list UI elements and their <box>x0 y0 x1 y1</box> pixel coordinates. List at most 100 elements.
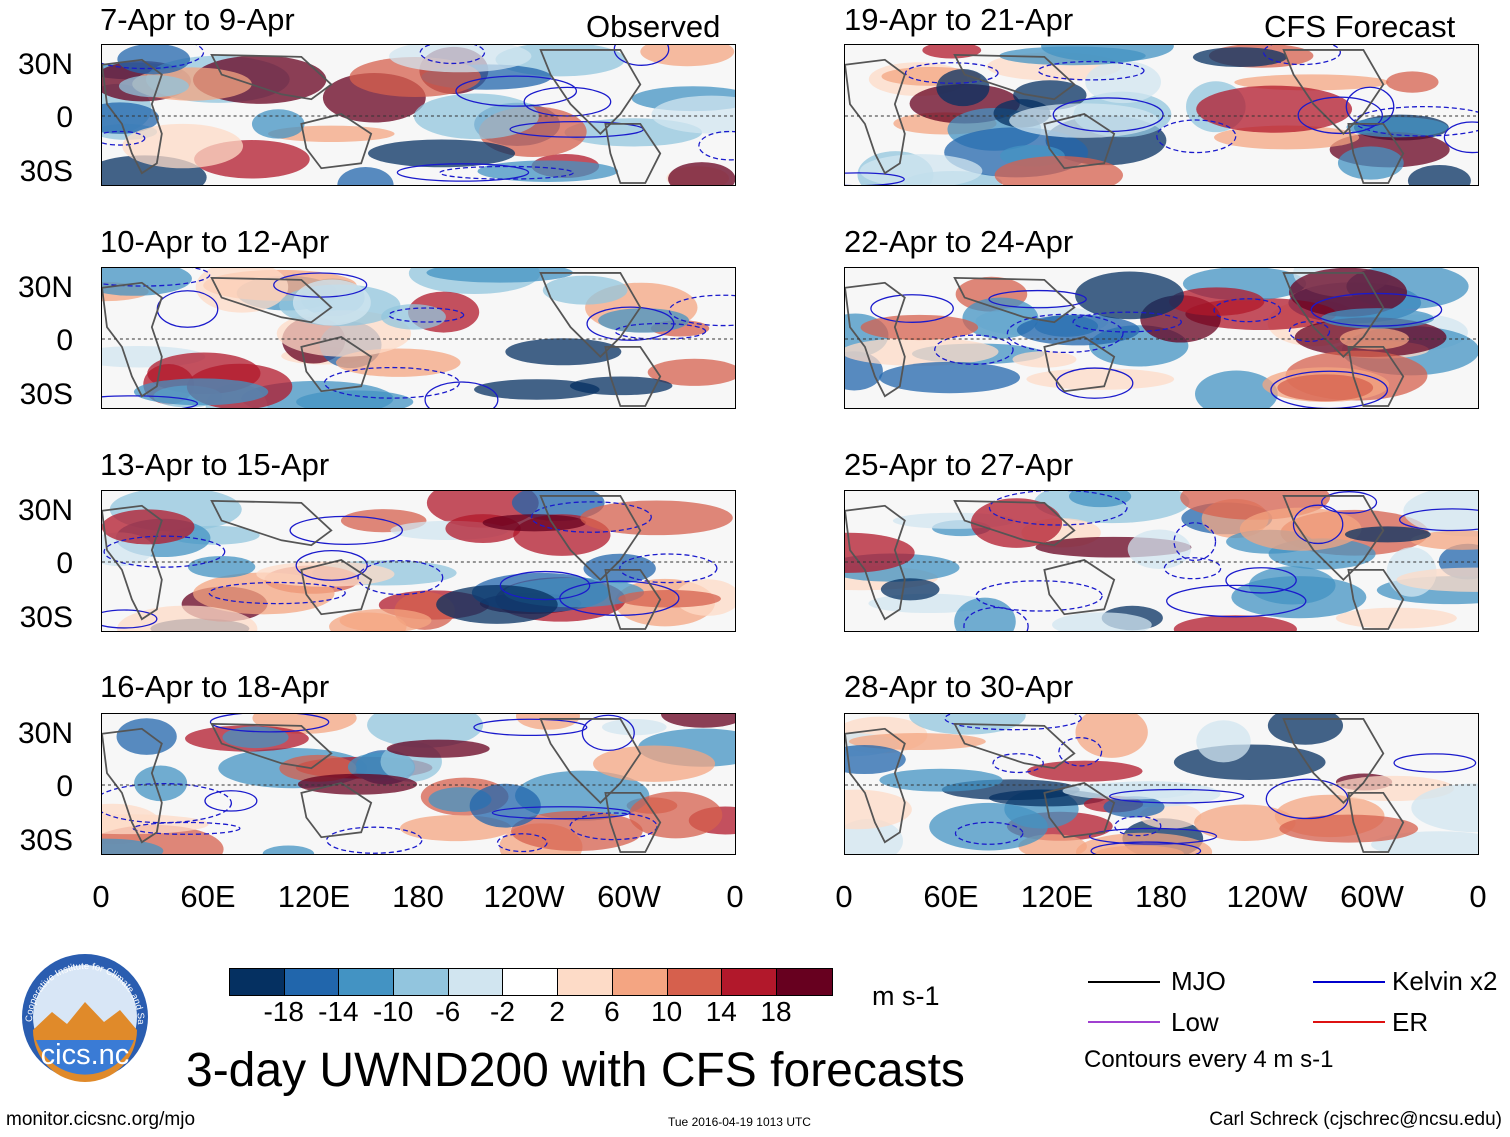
contour-line <box>209 714 330 733</box>
contour-line <box>1270 370 1389 408</box>
coastline <box>1347 345 1405 407</box>
contour-line <box>1292 504 1344 545</box>
colorbar-tick-label: 18 <box>760 996 792 1027</box>
anomaly-patch <box>1279 814 1419 843</box>
panel-title-obs-4: 16-Apr to 18-Apr <box>100 669 330 704</box>
anomaly-patch <box>602 719 667 736</box>
anomaly-patch <box>879 768 1003 792</box>
contour-line <box>581 714 635 752</box>
anomaly-patch <box>389 45 532 73</box>
anomaly-patch <box>880 578 940 601</box>
map-obs-2 <box>101 267 736 409</box>
footer-credit: Carl Schreck (cjschrec@ncsu.edu) <box>1209 1109 1502 1130</box>
lon-label-180: 180 <box>392 879 444 914</box>
anomaly-patch <box>339 608 432 631</box>
coastline <box>604 345 662 407</box>
coastline <box>1347 122 1405 184</box>
lon-label-0: 0 <box>1469 879 1487 914</box>
lat-label-30s: 30S <box>19 378 73 411</box>
colorbar-tick-label: 2 <box>549 996 565 1027</box>
anomaly-patch <box>1168 287 1265 316</box>
anomaly-patch <box>386 739 490 758</box>
anomaly-patch <box>1127 529 1191 569</box>
anomaly-patch <box>102 268 192 296</box>
contour-line <box>419 45 486 65</box>
contour-line <box>559 580 680 616</box>
anomaly-patch <box>845 745 906 775</box>
anomaly-patch <box>848 733 986 750</box>
anomaly-patch <box>936 69 990 107</box>
lon-label-0: 0 <box>835 879 853 914</box>
anomaly-patch <box>661 714 735 728</box>
map-field <box>102 268 735 408</box>
anomaly-patch <box>133 378 269 406</box>
anomaly-patch <box>516 714 580 730</box>
map-field <box>845 714 1478 854</box>
panel-title-obs-3: 13-Apr to 15-Apr <box>100 447 330 482</box>
lon-label-0: 0 <box>726 879 744 914</box>
contour-line <box>1163 557 1222 580</box>
anomaly-patch <box>1344 526 1431 543</box>
contour-line <box>102 609 158 629</box>
coastline <box>210 722 333 770</box>
coastline <box>953 276 1076 324</box>
coastline <box>102 504 163 621</box>
colorbar-swatch <box>667 969 723 995</box>
map-field <box>102 45 735 185</box>
anomaly-patch <box>1386 71 1439 93</box>
legend-label-mjo: MJO <box>1171 966 1226 996</box>
anomaly-patch <box>413 93 539 140</box>
legend-line-mjo <box>1088 981 1160 983</box>
contour-line <box>569 812 658 841</box>
contour-line <box>698 130 735 161</box>
contour-line <box>473 718 588 737</box>
colorbar-swatch <box>722 969 777 995</box>
contour-line <box>586 306 675 341</box>
contour-line <box>1072 311 1182 333</box>
colorbar-tick-label: -18 <box>263 996 304 1027</box>
lon-label-120w: 120W <box>483 879 565 914</box>
forecast-label: CFS Forecast <box>1264 9 1456 44</box>
colorbar-swatch <box>394 969 449 995</box>
anomaly-patch <box>1346 117 1448 138</box>
anomaly-patch <box>1012 351 1077 368</box>
anomaly-patch <box>929 802 1048 851</box>
contour-line <box>1345 86 1395 127</box>
coastline <box>953 499 1076 547</box>
footer-url: monitor.cicsnc.org/mjo <box>6 1109 196 1130</box>
anomaly-patch <box>1027 760 1143 782</box>
panel-title-fcst-3: 25-Apr to 27-Apr <box>844 447 1074 482</box>
contour-line <box>1262 45 1341 66</box>
contour-line <box>1088 827 1218 845</box>
lon-label-60e: 60E <box>180 879 236 914</box>
anomaly-patch <box>1052 612 1152 631</box>
lon-label-120e: 120E <box>1020 879 1094 914</box>
anomaly-patch <box>1407 164 1471 185</box>
coastline <box>953 722 1076 770</box>
anomaly-patch <box>859 154 983 185</box>
contour-line <box>103 535 226 568</box>
contour-line <box>1399 508 1478 532</box>
contour-line <box>944 714 1082 731</box>
coastline <box>300 113 373 170</box>
colorbar-tick-label: 14 <box>705 996 737 1027</box>
panel-title-fcst-1: 19-Apr to 21-Apr <box>844 2 1074 37</box>
contour-line <box>102 395 199 408</box>
anomaly-patch <box>1337 146 1404 180</box>
coastline <box>1347 568 1405 630</box>
lat-label-30s: 30S <box>19 824 73 857</box>
contour-line <box>295 550 368 581</box>
panel-title-obs-1: 7-Apr to 9-Apr <box>100 2 295 37</box>
map-field <box>845 45 1478 185</box>
contour-line <box>870 294 954 323</box>
contour-line <box>668 294 735 327</box>
contour-line <box>992 753 1044 774</box>
legend-label-kelvin: Kelvin x2 <box>1392 966 1498 996</box>
map-field <box>102 491 735 631</box>
coastline <box>845 727 906 844</box>
contour-line <box>102 45 205 70</box>
anomaly-patch <box>426 268 573 283</box>
legend-line-low <box>1088 1021 1160 1023</box>
coastline <box>1347 791 1405 853</box>
coastline <box>953 53 1076 101</box>
